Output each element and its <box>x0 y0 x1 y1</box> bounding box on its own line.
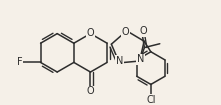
Text: O: O <box>87 86 94 96</box>
Text: Cl: Cl <box>146 95 156 105</box>
Text: N: N <box>137 54 144 64</box>
Text: O: O <box>140 26 147 36</box>
Text: O: O <box>87 28 94 38</box>
Text: N: N <box>116 56 123 66</box>
Text: O: O <box>122 27 130 37</box>
Text: F: F <box>17 57 22 67</box>
